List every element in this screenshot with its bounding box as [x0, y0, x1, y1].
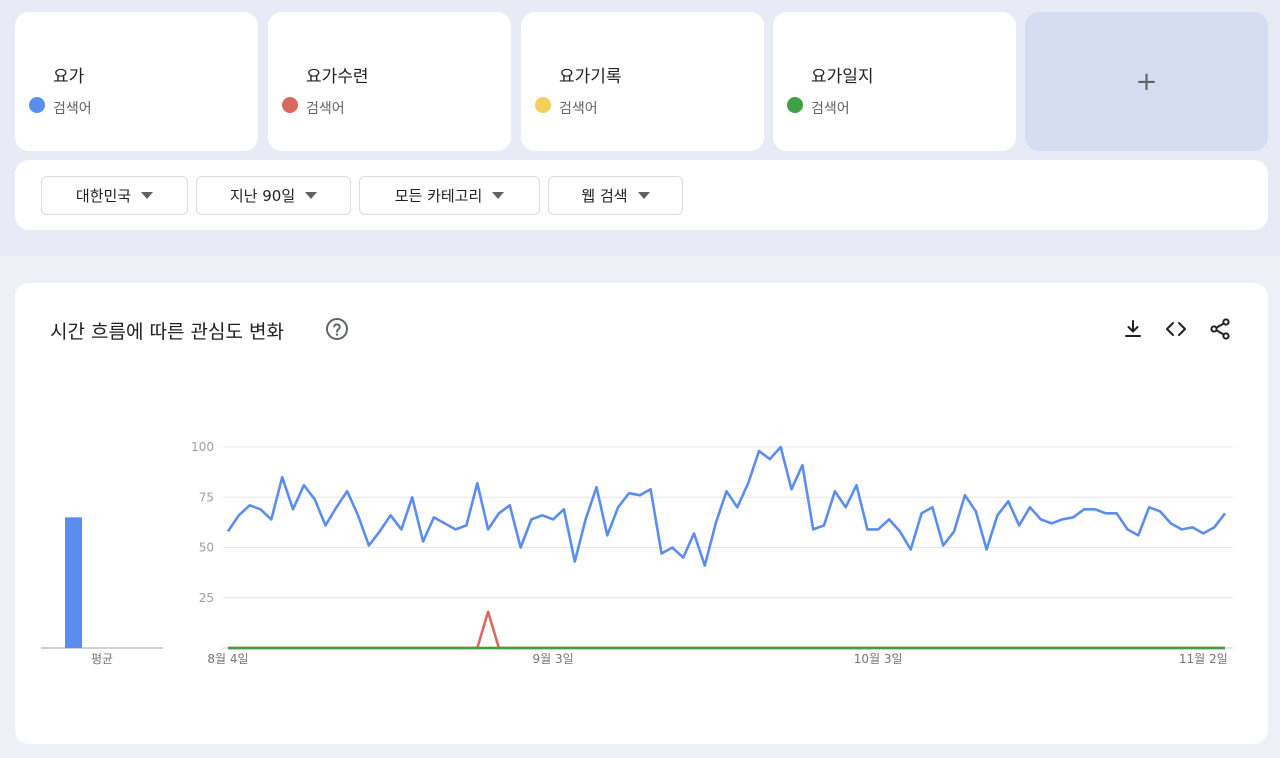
caret-down-icon [492, 192, 505, 199]
help-icon[interactable] [325, 317, 349, 341]
term-name: 요가일지 [811, 67, 874, 87]
category-label: 모든 카테고리 [394, 187, 483, 205]
term-color-dot [282, 97, 298, 113]
y-tick-label: 50 [199, 541, 214, 555]
line-chart[interactable]: 25 50 75 100 8월 4일 9월 3일 10월 3일 11월 2일 평균 [15, 283, 1268, 744]
x-tick-label: 8월 4일 [207, 652, 248, 666]
y-tick-label: 25 [199, 591, 214, 605]
caret-down-icon [141, 192, 154, 199]
term-type: 검색어 [306, 101, 345, 117]
interest-over-time-card: 시간 흐름에 따른 관심도 변화 25 50 75 100 8월 4일 9월 3일 10월 … [15, 283, 1268, 744]
series-line [228, 610, 1225, 650]
term-name: 요가 [53, 67, 85, 87]
term-color-dot [787, 97, 803, 113]
x-tick-label: 9월 3일 [533, 652, 574, 666]
plus-icon: + [1135, 66, 1158, 97]
x-tick-label: 11월 2일 [1179, 652, 1228, 666]
filter-bar: 대한민국 지난 90일 모든 카테고리 웹 검색 [15, 160, 1268, 230]
average-bar [65, 517, 82, 648]
share-icon[interactable] [1208, 317, 1232, 341]
period-dropdown[interactable]: 지난 90일 [196, 176, 351, 215]
term-card-4[interactable]: 요가일지 검색어 [773, 12, 1016, 151]
x-tick-label: 10월 3일 [854, 652, 903, 666]
add-term-button[interactable]: + [1025, 12, 1268, 151]
search-type-dropdown[interactable]: 웹 검색 [548, 176, 683, 215]
average-label: 평균 [91, 652, 113, 666]
search-type-label: 웹 검색 [581, 187, 628, 205]
region-label: 대한민국 [75, 187, 132, 205]
term-color-dot [29, 97, 45, 113]
caret-down-icon [305, 192, 318, 199]
period-label: 지난 90일 [229, 187, 296, 205]
region-dropdown[interactable]: 대한민국 [41, 176, 188, 215]
term-name: 요가수련 [306, 67, 369, 87]
term-type: 검색어 [559, 101, 598, 117]
caret-down-icon [637, 192, 650, 199]
term-type: 검색어 [811, 101, 850, 117]
term-card-3[interactable]: 요가기록 검색어 [521, 12, 764, 151]
embed-icon[interactable] [1164, 317, 1188, 341]
term-type: 검색어 [53, 101, 92, 117]
y-tick-label: 100 [191, 440, 214, 454]
chart-title: 시간 흐름에 따른 관심도 변화 [50, 321, 284, 343]
download-icon[interactable] [1121, 317, 1145, 341]
term-card-2[interactable]: 요가수련 검색어 [268, 12, 511, 151]
series-line [226, 445, 1227, 567]
term-name: 요가기록 [559, 67, 622, 87]
category-dropdown[interactable]: 모든 카테고리 [359, 176, 540, 215]
y-tick-label: 75 [199, 490, 214, 504]
term-color-dot [535, 97, 551, 113]
term-card-1[interactable]: 요가 검색어 [15, 12, 258, 151]
